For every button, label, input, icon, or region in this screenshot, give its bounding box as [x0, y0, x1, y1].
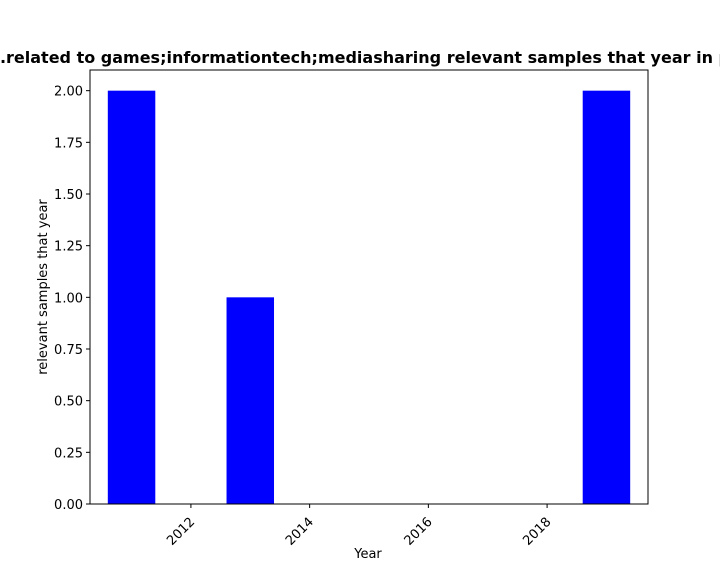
x-axis-label: Year — [353, 547, 382, 562]
x-tick-label: 2012 — [164, 515, 198, 549]
y-tick-label: 2.00 — [54, 85, 83, 100]
y-tick-label: 1.00 — [54, 291, 83, 306]
y-tick-label: 1.75 — [54, 136, 83, 151]
y-tick-label: 1.50 — [54, 188, 83, 203]
y-tick-label: 0.00 — [54, 498, 83, 513]
chart-title: ...related to games;informationtech;medi… — [0, 48, 720, 67]
y-tick-label: 1.25 — [54, 240, 83, 255]
x-tick-label: 2016 — [402, 515, 436, 549]
bar-2011 — [107, 90, 156, 505]
y-tick-label: 0.25 — [54, 446, 83, 461]
plot-area-frame — [89, 69, 649, 505]
x-tick-label: 2018 — [520, 515, 554, 549]
bar-2013 — [226, 297, 275, 504]
x-tick-label: 2014 — [283, 515, 317, 549]
bar-2019 — [582, 90, 631, 505]
x-axis: 2012 2014 2016 2018 — [164, 504, 554, 549]
y-tick-label: 0.50 — [54, 395, 83, 410]
y-axis-label: relevant samples that year — [36, 199, 51, 375]
y-tick-label: 0.75 — [54, 343, 83, 358]
y-axis: 0.00 0.25 0.50 0.75 1.00 1.25 1.50 1.75 2.00 — [54, 85, 90, 513]
bars-group — [107, 90, 631, 505]
